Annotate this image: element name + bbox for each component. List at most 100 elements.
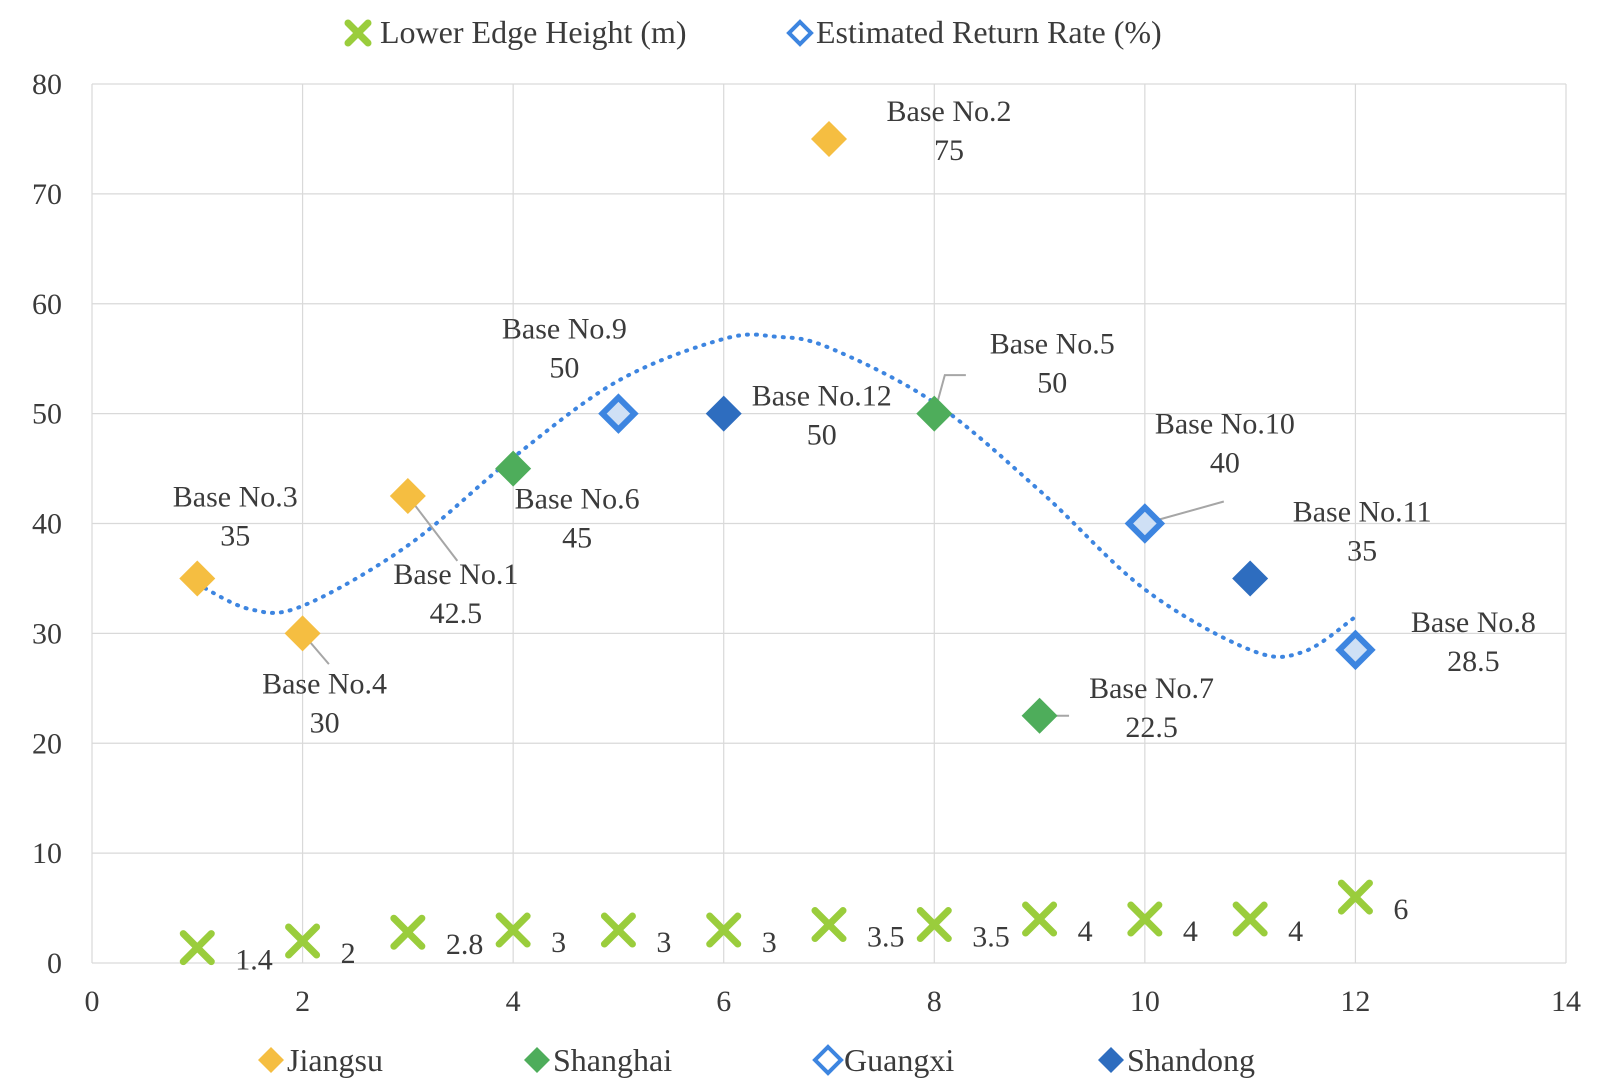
x-tick-label: 2: [295, 985, 310, 1018]
lower-edge-height-marker: [811, 907, 847, 943]
x-tick-label: 0: [85, 985, 100, 1018]
height-data-label: 4: [1183, 915, 1198, 948]
height-data-label: 3.5: [972, 921, 1010, 954]
x-tick-label: 10: [1130, 985, 1160, 1018]
y-tick-label: 20: [32, 727, 62, 760]
x-tick-label: 6: [716, 985, 731, 1018]
x-mark-stroke: [344, 19, 372, 47]
legend-shanghai-label: Shanghai: [553, 1042, 672, 1078]
lower-edge-height-marker: [1022, 901, 1058, 937]
legend-guangxi-label: Guangxi: [844, 1042, 954, 1078]
height-data-label: 4: [1288, 915, 1303, 948]
x-mark-stroke: [916, 907, 952, 943]
data-label-name: Base No.4: [262, 667, 387, 700]
lower-edge-height-marker: [495, 912, 531, 948]
lower-edge-height-marker: [179, 930, 215, 966]
legend-return-rate-marker: [786, 19, 814, 47]
return-rate-marker: [1124, 503, 1166, 544]
data-label-name: Base No.6: [515, 483, 640, 516]
legend-jiangsu-marker: [258, 1047, 284, 1073]
lower-edge-height-marker: [916, 907, 952, 943]
trendline: [195, 332, 1358, 659]
legend-return-rate-label: Estimated Return Rate (%): [816, 14, 1162, 50]
lower-edge-height-marker: [600, 912, 636, 948]
lower-edge-height-marker: [1232, 901, 1268, 937]
data-marks: [179, 120, 1376, 966]
y-tick-label: 60: [32, 288, 62, 321]
lower-edge-height-marker: [1127, 901, 1163, 937]
x-mark-stroke: [1127, 901, 1163, 937]
height-data-label: 2.8: [446, 928, 484, 961]
height-data-label: 3.5: [867, 921, 905, 954]
y-tick-label: 30: [32, 617, 62, 650]
trendline-layer: [195, 332, 1358, 659]
height-data-label: 3: [551, 926, 566, 959]
data-label-name: Base No.11: [1293, 495, 1432, 528]
data-label-value: 42.5: [430, 597, 483, 630]
return-rate-marker: [705, 395, 742, 432]
return-rate-marker: [389, 478, 426, 515]
x-tick-label: 12: [1340, 985, 1370, 1018]
y-tick-label: 40: [32, 508, 62, 541]
legend-guangxi-marker: [812, 1044, 844, 1076]
leader-line: [407, 495, 459, 562]
data-label-name: Base No.12: [752, 380, 892, 413]
x-mark-stroke: [706, 912, 742, 948]
lower-edge-height-marker: [1337, 879, 1373, 915]
return-rate-marker: [1232, 560, 1269, 597]
y-tick-label: 50: [32, 398, 62, 431]
y-tick-label: 70: [32, 178, 62, 211]
return-rate-marker: [811, 120, 847, 157]
height-data-label: 3: [762, 926, 777, 959]
data-label-value: 35: [220, 519, 250, 552]
x-mark-stroke: [179, 930, 215, 966]
x-tick-label: 8: [927, 985, 942, 1018]
leader-lines: [301, 374, 1225, 717]
return-rate-marker: [916, 395, 953, 432]
data-label-value: 40: [1210, 447, 1240, 480]
x-mark-stroke: [1022, 901, 1058, 937]
data-label-value: 50: [1037, 367, 1067, 400]
y-tick-label: 80: [32, 68, 62, 101]
data-label-name: Base No.10: [1155, 408, 1295, 441]
return-rate-marker: [598, 393, 639, 434]
data-label-name: Base No.3: [173, 480, 298, 513]
return-rate-marker: [495, 450, 532, 487]
data-label-value: 50: [549, 352, 579, 385]
data-label-name: Base No.7: [1089, 672, 1214, 705]
data-label-value: 35: [1347, 534, 1377, 567]
return-rate-marker: [1021, 697, 1058, 734]
legends: Lower Edge Height (m) Estimated Return Ra…: [258, 14, 1255, 1078]
x-mark-stroke: [811, 907, 847, 943]
y-tick-label: 10: [32, 837, 62, 870]
legend-height-marker: [344, 19, 372, 47]
y-tick-label: 0: [47, 947, 62, 980]
data-label-name: Base No.2: [887, 95, 1012, 128]
legend-shandong-label: Shandong: [1127, 1042, 1255, 1078]
data-label-name: Base No.8: [1411, 606, 1536, 639]
legend-shandong-marker: [1098, 1047, 1124, 1073]
x-mark-stroke: [1337, 879, 1373, 915]
height-data-label: 6: [1393, 893, 1408, 926]
data-labels: Base No.1 42.5 Base No.2 75 Base No.3 35 Base …: [173, 95, 1536, 977]
x-tick-label: 14: [1551, 985, 1581, 1018]
data-label-value: 28.5: [1447, 645, 1500, 678]
data-label-value: 50: [807, 419, 837, 452]
return-rate-marker: [1335, 629, 1376, 671]
height-data-label: 2: [341, 937, 356, 970]
lower-edge-height-marker: [285, 923, 321, 959]
x-mark-stroke: [285, 923, 321, 959]
data-label-value: 75: [934, 134, 964, 167]
height-data-label: 4: [1078, 915, 1093, 948]
legend-jiangsu-label: Jiangsu: [287, 1042, 383, 1078]
x-mark-stroke: [600, 912, 636, 948]
data-label-value: 45: [562, 522, 592, 555]
return-rate-marker: [179, 560, 216, 597]
x-tick-label: 4: [506, 985, 521, 1018]
return-rate-marker: [284, 615, 321, 652]
data-label-name: Base No.1: [393, 558, 518, 591]
legend-shanghai-marker: [524, 1047, 550, 1073]
x-mark-stroke: [495, 912, 531, 948]
legend-height-label: Lower Edge Height (m): [380, 14, 687, 50]
